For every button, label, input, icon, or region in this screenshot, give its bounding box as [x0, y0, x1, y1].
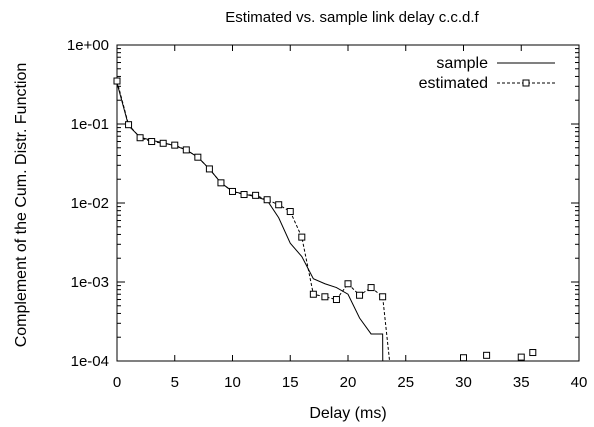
series-layer: [113, 77, 537, 362]
y-tick-label: 1e-02: [71, 195, 109, 212]
legend: sample estimated: [419, 55, 555, 92]
point-estimated: [517, 353, 525, 361]
point-estimated: [298, 233, 306, 241]
point-estimated: [275, 201, 283, 209]
x-tick-label: 20: [340, 374, 357, 391]
point-estimated: [240, 191, 248, 199]
y-axis-label: Complement of the Cum. Distr. Function: [13, 63, 30, 348]
point-estimated: [321, 293, 329, 301]
series-line-estimated: [116, 80, 391, 362]
legend-label-sample: sample: [436, 55, 488, 72]
axis-ticks: 0 5 10 15 20 25 30 35 40 1e-04 1e-03 1e-02 1e-01 1e+0…: [67, 37, 587, 391]
y-tick-label: 1e+00: [67, 37, 109, 54]
point-estimated: [344, 280, 352, 288]
point-estimated: [182, 146, 190, 154]
series-line-sample: [116, 82, 384, 362]
x-tick-label: 10: [224, 374, 241, 391]
point-estimated: [217, 179, 225, 187]
point-estimated: [356, 291, 364, 299]
point-estimated: [529, 349, 537, 357]
plot-frame: [116, 44, 580, 362]
point-estimated: [367, 284, 375, 292]
y-tick-label: 1e-01: [71, 116, 109, 133]
point-estimated: [159, 139, 167, 147]
point-estimated: [194, 153, 202, 161]
x-tick-label: 25: [397, 374, 414, 391]
x-tick-label: 15: [282, 374, 299, 391]
point-estimated: [263, 196, 271, 204]
point-estimated: [332, 296, 340, 304]
legend-marker-estimated: [522, 79, 530, 87]
point-estimated: [286, 208, 294, 216]
x-tick-label: 0: [113, 374, 121, 391]
point-estimated: [171, 141, 179, 149]
point-estimated: [483, 351, 491, 359]
x-tick-label: 40: [571, 374, 588, 391]
point-estimated: [113, 77, 121, 85]
y-tick-label: 1e-03: [71, 274, 109, 291]
x-tick-label: 5: [171, 374, 179, 391]
point-estimated: [205, 165, 213, 173]
point-estimated: [125, 121, 133, 129]
point-estimated: [309, 290, 317, 298]
point-estimated: [252, 191, 260, 199]
y-tick-label: 1e-04: [71, 353, 109, 370]
x-tick-label: 30: [455, 374, 472, 391]
point-estimated: [229, 187, 236, 195]
point-estimated: [460, 354, 467, 362]
point-estimated: [379, 293, 387, 301]
point-estimated: [148, 138, 156, 146]
x-tick-label: 35: [513, 374, 530, 391]
chart-title: Estimated vs. sample link delay c.c.d.f: [225, 9, 479, 26]
x-axis-label: Delay (ms): [309, 405, 386, 422]
point-estimated: [136, 134, 144, 142]
legend-label-estimated: estimated: [419, 75, 488, 92]
